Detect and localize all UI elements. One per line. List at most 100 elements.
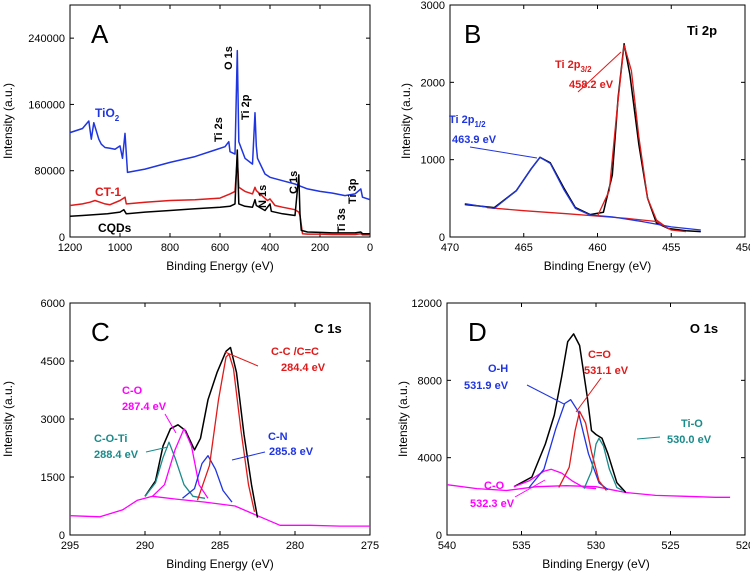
annotation-b-3: Ti 2p1/2 (449, 114, 486, 129)
panel-title-c: C 1s (314, 321, 341, 336)
annotation-c-7: C-N (268, 431, 288, 443)
annotation-c-8: 285.8 eV (269, 446, 314, 458)
x-tick-label-a-2: 800 (161, 242, 179, 254)
series-line-a-ct-1 (70, 157, 370, 236)
series-group-d (447, 333, 731, 498)
leader-line-d-2 (514, 479, 546, 498)
panel-letter-a: A (91, 19, 109, 49)
annotation-c-3: C-O (122, 385, 143, 397)
leader-line-c-1 (164, 413, 177, 434)
leader-line-c-3 (231, 451, 266, 461)
series-line-d-ti-o (583, 437, 624, 492)
series-line-c-c-n (182, 455, 233, 503)
series-line-a-cqds (70, 149, 370, 235)
series-line-d-o-h (528, 399, 609, 491)
x-axis-title-d: Binding Energy (eV) (542, 557, 649, 571)
panel-letter-c: C (91, 317, 110, 347)
annotation-a-1: TiO2 (95, 106, 120, 123)
series-line-c-c-o (152, 428, 209, 499)
annotation-a-3: CQDs (98, 221, 132, 235)
y-tick-label-c-2: 3000 (41, 414, 65, 426)
panel-b: 470 465 460 455 450 0 1000 2000 3000 Binding Ener… (399, 0, 750, 273)
series-group-b (464, 42, 701, 233)
x-tick-label-b-4: 450 (736, 242, 750, 254)
series-group-a (70, 49, 370, 236)
annotation-a-7: N 1s (257, 185, 269, 208)
panel-a: 1200 1000 800 600 400 200 0 0 80000 160000 240000 B… (1, 4, 373, 273)
y-tick-label-d-0: 0 (436, 530, 442, 542)
leader-line-b-1 (469, 146, 538, 159)
series-line-b-ti-2p1-2 (464, 156, 701, 231)
y-tick-label-d-2: 8000 (418, 375, 442, 387)
annotation-d-6: 532.3 eV (470, 498, 515, 510)
leader-line-d-3 (636, 436, 661, 440)
annotation-c-1: C-C /C=C (271, 346, 319, 358)
y-tick-label-d-1: 4000 (418, 453, 442, 465)
x-tick-label-d-4: 520 (736, 540, 750, 552)
annotation-d-4: 531.9 eV (464, 380, 509, 392)
x-axis-title-c: Binding Energy (eV) (166, 557, 273, 571)
leader-line-b-0 (577, 51, 622, 93)
x-tick-label-c-0: 295 (61, 540, 79, 552)
plot-frame-b (449, 4, 746, 238)
annotation-c-5: C-O-Ti (94, 433, 127, 445)
annotation-sub-b-3: 1/2 (474, 120, 486, 129)
y-tick-label-b-1: 1000 (421, 155, 445, 167)
x-tick-label-d-2: 530 (587, 540, 605, 552)
panel-letter-d: D (468, 317, 487, 347)
x-tick-label-a-3: 600 (211, 242, 229, 254)
annotation-b-4: 463.9 eV (452, 134, 497, 146)
panel-title-b: Ti 2p (687, 23, 717, 38)
annotation-a-6: Ti 2p (240, 94, 252, 120)
annotation-a-9: Ti 3s (336, 208, 348, 233)
series-line-d-c-o (513, 468, 597, 490)
series-line-a-tio2 (70, 49, 370, 201)
x-tick-label-c-2: 285 (211, 540, 229, 552)
x-tick-label-b-1: 465 (515, 242, 533, 254)
annotation-b-2: 458.2 eV (569, 79, 614, 91)
y-axis-title-c: Intensity (a.u.) (1, 381, 15, 457)
y-tick-label-c-4: 6000 (41, 298, 65, 310)
annotation-sub-a-1: 2 (115, 114, 120, 123)
y-tick-label-b-0: 0 (439, 232, 445, 244)
y-tick-label-a-2: 160000 (28, 99, 65, 111)
series-line-c-c-o-ti (144, 441, 206, 499)
y-axis-title-a: Intensity (a.u.) (1, 83, 15, 159)
annotation-b-1: Ti 2p3/2 (555, 59, 592, 74)
x-tick-label-d-0: 540 (438, 540, 456, 552)
plot-frame-c (69, 302, 371, 536)
annotation-a-10: Ti 3p (347, 178, 359, 204)
series-line-d-c-o (558, 410, 607, 491)
series-line-d-data (513, 333, 627, 494)
y-axis-title-d: Intensity (a.u.) (396, 381, 410, 457)
annotation-d-3: O-H (488, 363, 508, 375)
x-tick-label-a-5: 200 (311, 242, 329, 254)
annotation-a-5: Ti 2s (213, 117, 225, 142)
panel-c: 295 290 285 280 275 0 1500 3000 4500 6000 Binding … (1, 298, 379, 571)
annotation-d-5: C-O (484, 480, 505, 492)
y-tick-label-b-3: 3000 (421, 0, 445, 12)
x-axis-title-a: Binding Energy (eV) (166, 259, 273, 273)
annotation-d-1: C=O (588, 349, 611, 361)
y-tick-label-a-1: 80000 (34, 166, 65, 178)
x-tick-label-c-4: 275 (361, 540, 379, 552)
annotation-c-4: 287.4 eV (122, 401, 167, 413)
y-tick-label-c-3: 4500 (41, 356, 65, 368)
leader-line-d-1 (526, 384, 565, 405)
x-tick-label-a-0: 1200 (58, 242, 82, 254)
annotation-d-2: 531.1 eV (584, 365, 629, 377)
annotation-a-8: C 1s (288, 171, 300, 194)
y-tick-label-c-1: 1500 (41, 472, 65, 484)
x-tick-label-a-4: 400 (261, 242, 279, 254)
y-tick-label-a-0: 0 (59, 232, 65, 244)
annotation-a-4: O 1s (223, 46, 235, 70)
annotation-c-6: 288.4 eV (94, 449, 139, 461)
y-axis-title-b: Intensity (a.u.) (399, 83, 413, 159)
panel-d: 540 535 530 525 520 0 4000 8000 12000 Binding Ene… (396, 298, 750, 571)
annotation-d-7: Ti-O (681, 418, 703, 430)
series-line-d-baseline (447, 484, 731, 498)
x-tick-label-b-0: 470 (441, 242, 459, 254)
leader-line-d-0 (575, 377, 602, 413)
y-tick-label-a-3: 240000 (28, 33, 65, 45)
